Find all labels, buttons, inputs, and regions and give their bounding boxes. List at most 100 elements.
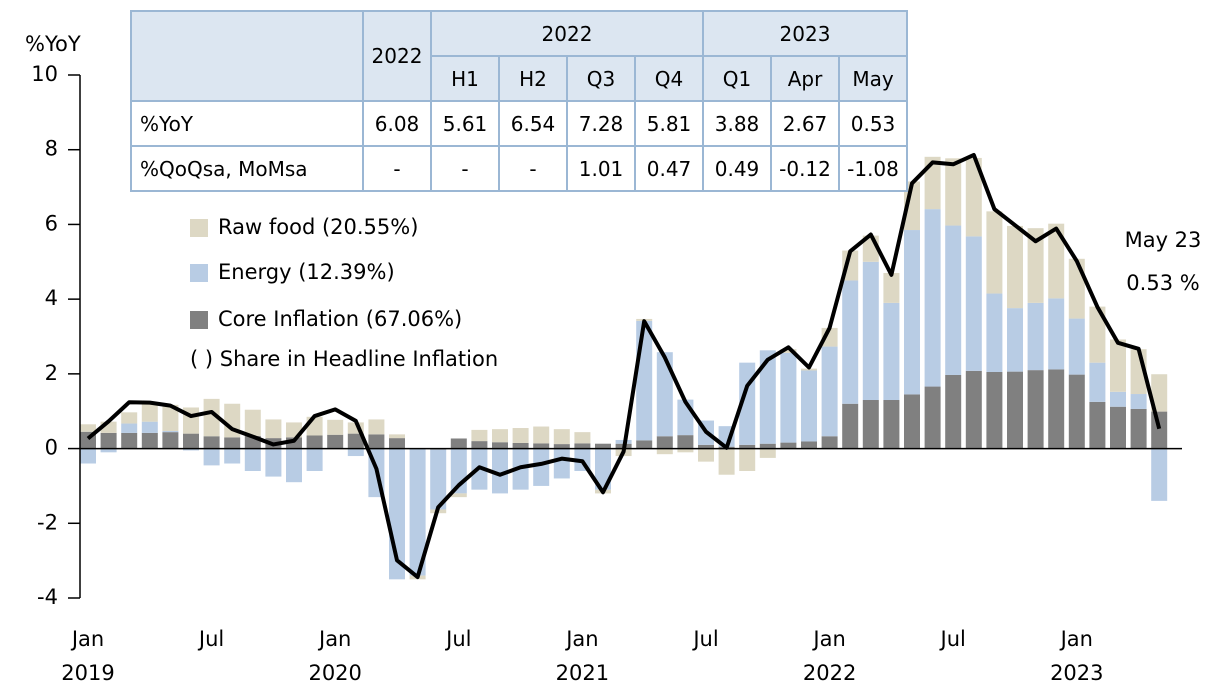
bar-segment bbox=[821, 436, 838, 449]
bar-segment bbox=[347, 433, 364, 449]
bar-segment bbox=[986, 293, 1003, 372]
legend-note: ( ) Share in Headline Inflation bbox=[190, 347, 498, 371]
bar-segment bbox=[924, 156, 941, 210]
x-tick-label: Jan 2023 bbox=[1050, 627, 1104, 685]
annotation: 0.53 % bbox=[1126, 271, 1199, 295]
bar-segment bbox=[1110, 391, 1126, 407]
table-header: H1 bbox=[430, 55, 500, 102]
bar-segment bbox=[492, 429, 508, 443]
bar-segment bbox=[862, 400, 879, 449]
bar-segment bbox=[862, 261, 879, 401]
bar-segment bbox=[533, 443, 550, 449]
y-tick-label: -2 bbox=[37, 510, 58, 534]
bar-segment bbox=[492, 448, 508, 494]
summary-table: 2022 2022 2023 H1 H2 Q3 Q4 Q1 Apr May %YoY 6.08… bbox=[130, 10, 908, 192]
bar-segment bbox=[306, 416, 323, 436]
row-label: %QoQsa, MoMsa bbox=[130, 145, 364, 192]
table-cell: 5.61 bbox=[430, 100, 500, 147]
bar-segment bbox=[965, 370, 982, 449]
bar-segment bbox=[141, 421, 158, 433]
bar-segment bbox=[574, 432, 591, 444]
x-tick-label: Jul bbox=[198, 627, 225, 651]
bar-segment bbox=[368, 434, 385, 449]
bar-segment bbox=[347, 422, 364, 434]
bar-segment bbox=[265, 448, 282, 477]
table-header: 2023 bbox=[702, 10, 908, 57]
bar-segment bbox=[533, 448, 550, 486]
bar-segment bbox=[904, 230, 920, 395]
bar-segment bbox=[1110, 406, 1126, 449]
bar-segment bbox=[780, 442, 797, 449]
bar-segment bbox=[224, 437, 241, 449]
bar-segment bbox=[904, 394, 920, 449]
table-cell: 5.81 bbox=[634, 100, 704, 147]
table-header: H2 bbox=[498, 55, 568, 102]
bar-segment bbox=[1110, 339, 1126, 392]
bar-segment bbox=[1151, 374, 1168, 412]
bar-segment bbox=[759, 448, 776, 458]
bar-segment bbox=[924, 386, 941, 449]
bar-segment bbox=[121, 412, 138, 424]
bar-segment bbox=[739, 448, 756, 471]
table-cell: - bbox=[362, 145, 432, 192]
bar-segment bbox=[677, 448, 694, 453]
bar-segment bbox=[1130, 408, 1147, 449]
bar-segment bbox=[327, 419, 344, 435]
bar-segment bbox=[698, 448, 714, 462]
bar-segment bbox=[1027, 228, 1044, 303]
bar-segment bbox=[945, 158, 962, 226]
y-tick-label: 4 bbox=[45, 286, 58, 310]
bar-segment bbox=[595, 448, 611, 490]
bar-segment bbox=[1151, 448, 1168, 501]
table-cell: - bbox=[498, 145, 568, 192]
bar-segment bbox=[430, 449, 447, 510]
table-header: 2022 bbox=[430, 10, 704, 57]
bar-segment bbox=[945, 374, 962, 449]
bar-segment bbox=[1007, 308, 1023, 372]
headline-line bbox=[86, 152, 1162, 580]
bar-segment bbox=[347, 448, 364, 457]
bar-segment bbox=[821, 346, 838, 437]
table-cell: - bbox=[430, 145, 500, 192]
x-tick-label: Jul bbox=[446, 627, 472, 651]
bar-segment bbox=[306, 448, 323, 471]
x-tick-label: Jan 2022 bbox=[802, 627, 857, 685]
bar-segment bbox=[389, 434, 405, 439]
bar-segment bbox=[780, 352, 797, 443]
bar-segment bbox=[1089, 306, 1106, 363]
bar-segment bbox=[244, 409, 261, 436]
bar-segment bbox=[965, 236, 982, 371]
legend-swatch bbox=[190, 311, 208, 329]
bar-segment bbox=[636, 440, 653, 449]
bar-segment bbox=[492, 442, 508, 449]
bar-segment bbox=[574, 443, 591, 449]
table-cell: 6.54 bbox=[498, 100, 568, 147]
bar-segment bbox=[121, 423, 138, 433]
annotation: May 23 bbox=[1125, 228, 1202, 252]
table-cell: 7.28 bbox=[566, 100, 636, 147]
bar-segment bbox=[656, 436, 673, 449]
bar-segment bbox=[162, 404, 179, 432]
bar-segment bbox=[1048, 369, 1065, 449]
legend-swatch bbox=[190, 219, 208, 237]
bar-segment bbox=[512, 428, 529, 443]
bar-segment bbox=[389, 438, 405, 449]
bar-segment bbox=[924, 209, 941, 387]
bar-segment bbox=[471, 441, 488, 449]
bar-segment bbox=[1068, 318, 1085, 375]
bar-segment bbox=[759, 350, 776, 444]
row-label: %YoY bbox=[130, 100, 364, 147]
bar-segment bbox=[1027, 302, 1044, 371]
table-header: May bbox=[838, 55, 908, 102]
bar-segment bbox=[718, 448, 735, 475]
table-cell: 2.67 bbox=[770, 100, 840, 147]
bar-segment bbox=[512, 442, 529, 449]
bar-segment bbox=[986, 371, 1003, 449]
table-header: 2022 bbox=[362, 10, 432, 102]
bar-segment bbox=[244, 448, 261, 471]
bar-segment bbox=[553, 444, 570, 449]
bar-segment bbox=[842, 280, 859, 404]
bar-segment bbox=[759, 443, 776, 449]
y-tick-label: 0 bbox=[45, 436, 58, 460]
